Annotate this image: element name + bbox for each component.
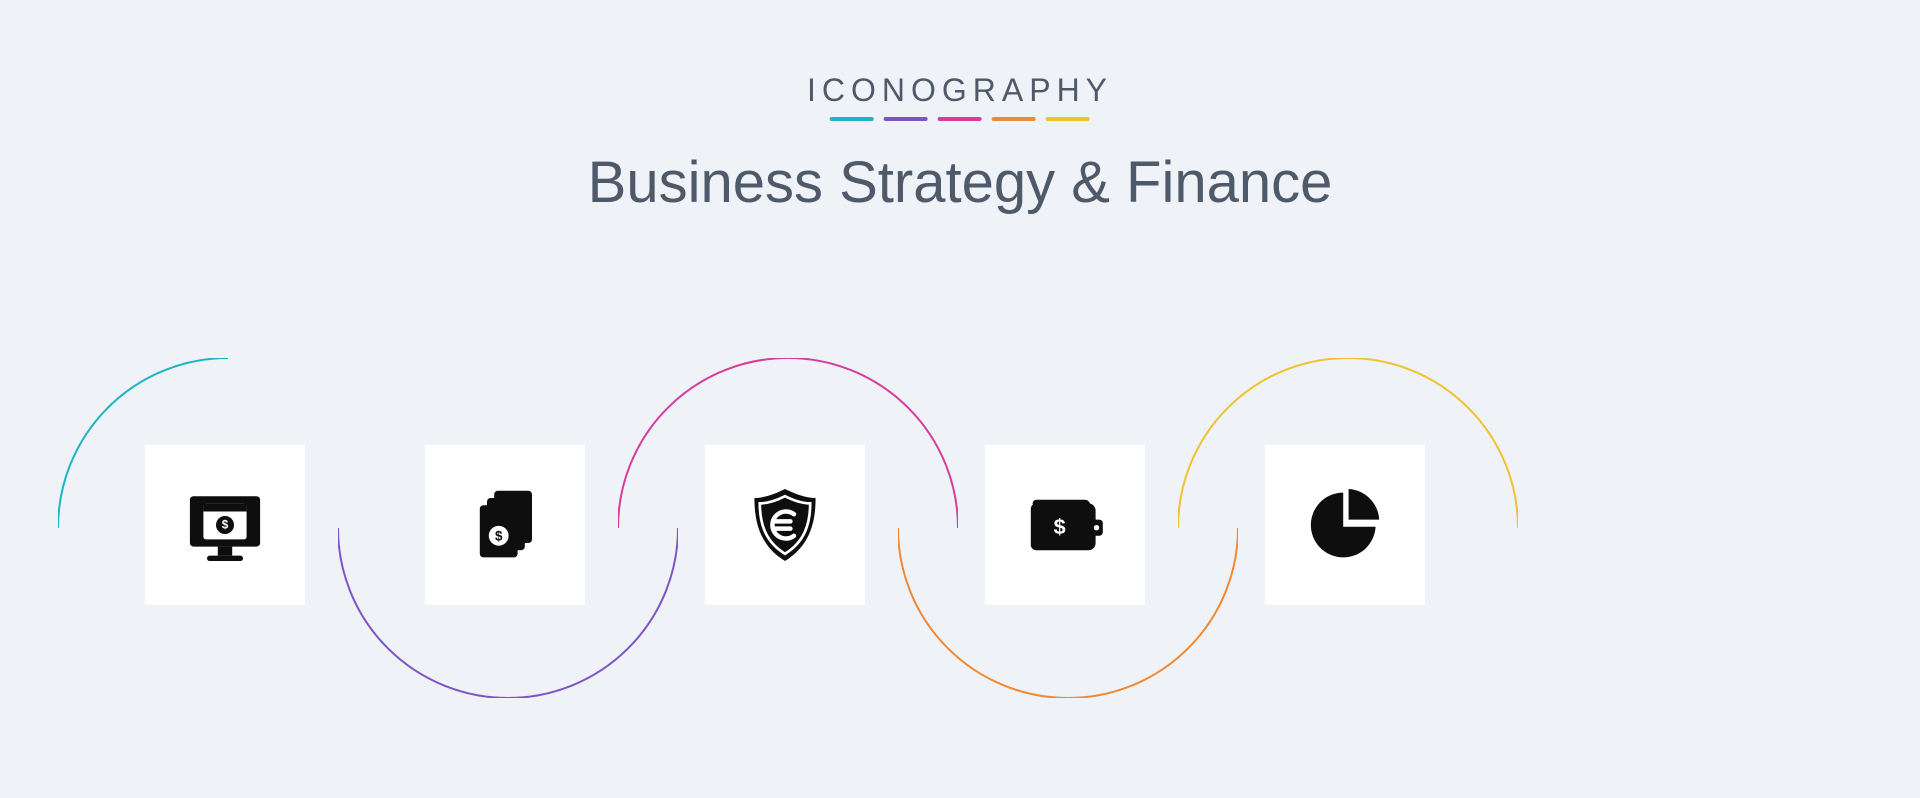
svg-text:$: $: [1054, 514, 1066, 539]
svg-text:$: $: [222, 519, 229, 532]
pie-chart-icon: [1300, 480, 1390, 570]
header: ICONOGRAPHY Business Strategy & Finance: [588, 72, 1333, 216]
card-3: [705, 445, 865, 605]
page-title: Business Strategy & Finance: [588, 149, 1333, 216]
card-4: $: [985, 445, 1145, 605]
card-1: $: [145, 445, 305, 605]
wallet-dollar-icon: $: [1020, 480, 1110, 570]
underline-seg-1: [830, 117, 874, 121]
shield-euro-icon: [740, 480, 830, 570]
underline-seg-2: [884, 117, 928, 121]
icon-stage: $ $: [0, 300, 1920, 798]
card-5: [1265, 445, 1425, 605]
underline-seg-5: [1046, 117, 1090, 121]
brand-underline: [588, 117, 1333, 121]
card-2: $: [425, 445, 585, 605]
underline-seg-4: [992, 117, 1036, 121]
monitor-dollar-icon: $: [180, 480, 270, 570]
brand-label: ICONOGRAPHY: [588, 72, 1333, 109]
underline-seg-3: [938, 117, 982, 121]
svg-text:$: $: [495, 528, 503, 543]
documents-dollar-icon: $: [460, 480, 550, 570]
